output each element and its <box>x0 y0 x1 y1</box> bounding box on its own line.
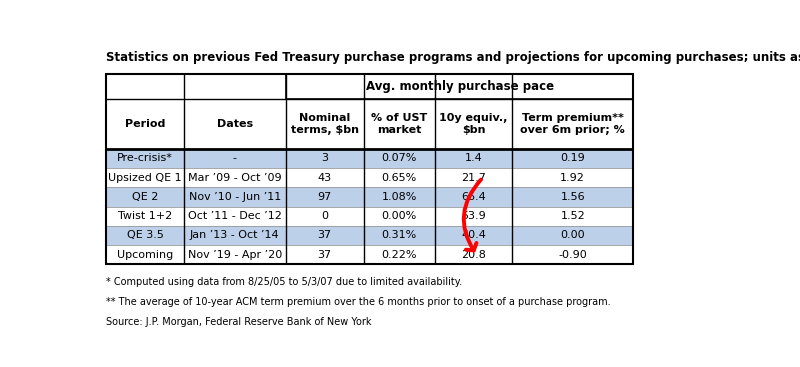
Text: 0.22%: 0.22% <box>382 250 417 260</box>
Text: Dates: Dates <box>217 119 253 129</box>
Text: QE 3.5: QE 3.5 <box>126 230 163 240</box>
Text: ** The average of 10-year ACM term premium over the 6 months prior to onset of a: ** The average of 10-year ACM term premi… <box>106 297 611 307</box>
Bar <box>106 207 634 226</box>
Text: -0.90: -0.90 <box>558 250 587 260</box>
Text: 0.00%: 0.00% <box>382 211 417 221</box>
Text: 66.4: 66.4 <box>461 192 486 202</box>
Text: Nov ’10 - Jun ’11: Nov ’10 - Jun ’11 <box>189 192 281 202</box>
Text: * Computed using data from 8/25/05 to 5/3/07 due to limited availability.: * Computed using data from 8/25/05 to 5/… <box>106 277 462 287</box>
Text: Term premium**
over 6m prior; %: Term premium** over 6m prior; % <box>520 113 625 135</box>
Text: 0.19: 0.19 <box>560 153 585 163</box>
Text: 21.7: 21.7 <box>461 172 486 182</box>
Text: Pre-crisis*: Pre-crisis* <box>117 153 173 163</box>
Text: 53.9: 53.9 <box>461 211 486 221</box>
Text: 43: 43 <box>318 172 332 182</box>
Bar <box>106 168 634 187</box>
Bar <box>286 74 634 99</box>
Text: QE 2: QE 2 <box>132 192 158 202</box>
Text: 1.52: 1.52 <box>560 211 585 221</box>
Text: Nominal
terms, $bn: Nominal terms, $bn <box>290 113 358 135</box>
Text: Nov ’19 - Apr ’20: Nov ’19 - Apr ’20 <box>188 250 282 260</box>
Text: Statistics on previous Fed Treasury purchase programs and projections for upcomi: Statistics on previous Fed Treasury purc… <box>106 51 800 64</box>
Text: 0.31%: 0.31% <box>382 230 417 240</box>
Text: 3: 3 <box>322 153 328 163</box>
Text: 1.4: 1.4 <box>465 153 482 163</box>
Bar <box>106 149 634 168</box>
Text: Twist 1+2: Twist 1+2 <box>118 211 172 221</box>
Bar <box>106 99 634 149</box>
Text: % of UST
market: % of UST market <box>371 113 427 135</box>
Text: 0.65%: 0.65% <box>382 172 417 182</box>
Text: 40.4: 40.4 <box>461 230 486 240</box>
Text: 97: 97 <box>318 192 332 202</box>
Text: Source: J.P. Morgan, Federal Reserve Bank of New York: Source: J.P. Morgan, Federal Reserve Ban… <box>106 317 372 327</box>
Bar <box>106 74 634 265</box>
Bar <box>106 245 634 265</box>
Text: 1.92: 1.92 <box>560 172 585 182</box>
Text: 1.08%: 1.08% <box>382 192 417 202</box>
Text: Mar ’09 - Oct ’09: Mar ’09 - Oct ’09 <box>188 172 282 182</box>
Text: 37: 37 <box>318 250 332 260</box>
Text: 1.56: 1.56 <box>561 192 585 202</box>
Text: 0: 0 <box>322 211 328 221</box>
Text: Avg. monthly purchase pace: Avg. monthly purchase pace <box>366 80 554 93</box>
Text: -: - <box>233 153 237 163</box>
Text: 0.07%: 0.07% <box>382 153 417 163</box>
Text: 10y equiv.,
$bn: 10y equiv., $bn <box>439 113 508 135</box>
Bar <box>106 226 634 245</box>
Text: Upsized QE 1: Upsized QE 1 <box>108 172 182 182</box>
Bar <box>106 187 634 207</box>
Text: Jan ’13 - Oct ’14: Jan ’13 - Oct ’14 <box>190 230 280 240</box>
Text: 0.00: 0.00 <box>561 230 585 240</box>
Text: Upcoming: Upcoming <box>117 250 173 260</box>
Text: Period: Period <box>125 119 165 129</box>
Text: 20.8: 20.8 <box>461 250 486 260</box>
Bar <box>286 74 634 99</box>
Text: 37: 37 <box>318 230 332 240</box>
Text: Oct ’11 - Dec ’12: Oct ’11 - Dec ’12 <box>188 211 282 221</box>
